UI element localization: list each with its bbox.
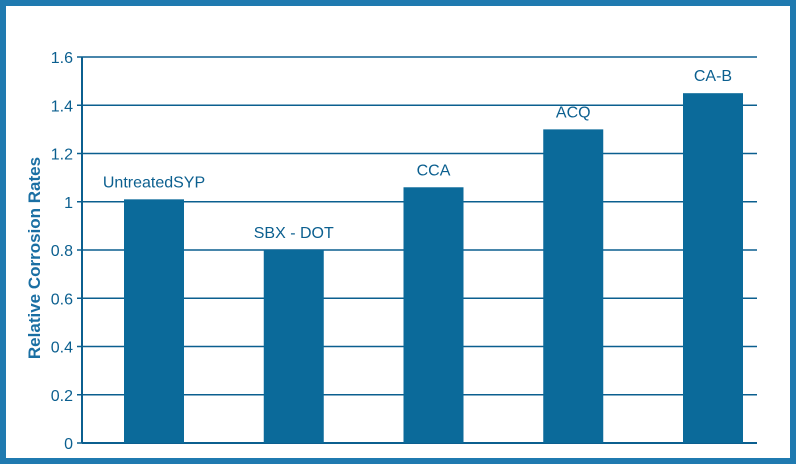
y-tick-label: 1 xyxy=(64,195,73,212)
y-tick-label: 1.6 xyxy=(51,50,73,67)
bar-labels: UntreatedSYP SBX - DOT CCA ACQ CA-B xyxy=(103,68,732,242)
y-tick-label: 0 xyxy=(64,436,73,453)
y-tick-label: 0.4 xyxy=(51,340,73,357)
bar-category-label: SBX - DOT xyxy=(254,225,334,242)
y-axis-title: Relative Corrosion Rates xyxy=(25,157,44,359)
y-tick-label: 0.8 xyxy=(51,243,73,260)
bar xyxy=(403,187,464,443)
bar xyxy=(124,199,184,443)
bar xyxy=(683,93,743,443)
y-tick-label: 1.2 xyxy=(51,147,73,164)
bar xyxy=(263,250,324,443)
bar xyxy=(543,129,604,443)
y-tick-label: 0.2 xyxy=(51,388,73,405)
y-tick-label: 1.4 xyxy=(51,98,73,115)
y-tick-label: 0.6 xyxy=(51,291,73,308)
bar-category-label: CA-B xyxy=(694,68,732,85)
bar-category-label: ACQ xyxy=(556,104,591,121)
bar-category-label: CCA xyxy=(417,162,451,179)
bar-category-label: UntreatedSYP xyxy=(103,174,205,191)
y-tick-labels: 0 0.2 0.4 0.6 0.8 1 1.2 1.4 1.6 xyxy=(51,50,73,453)
bars xyxy=(124,93,743,443)
